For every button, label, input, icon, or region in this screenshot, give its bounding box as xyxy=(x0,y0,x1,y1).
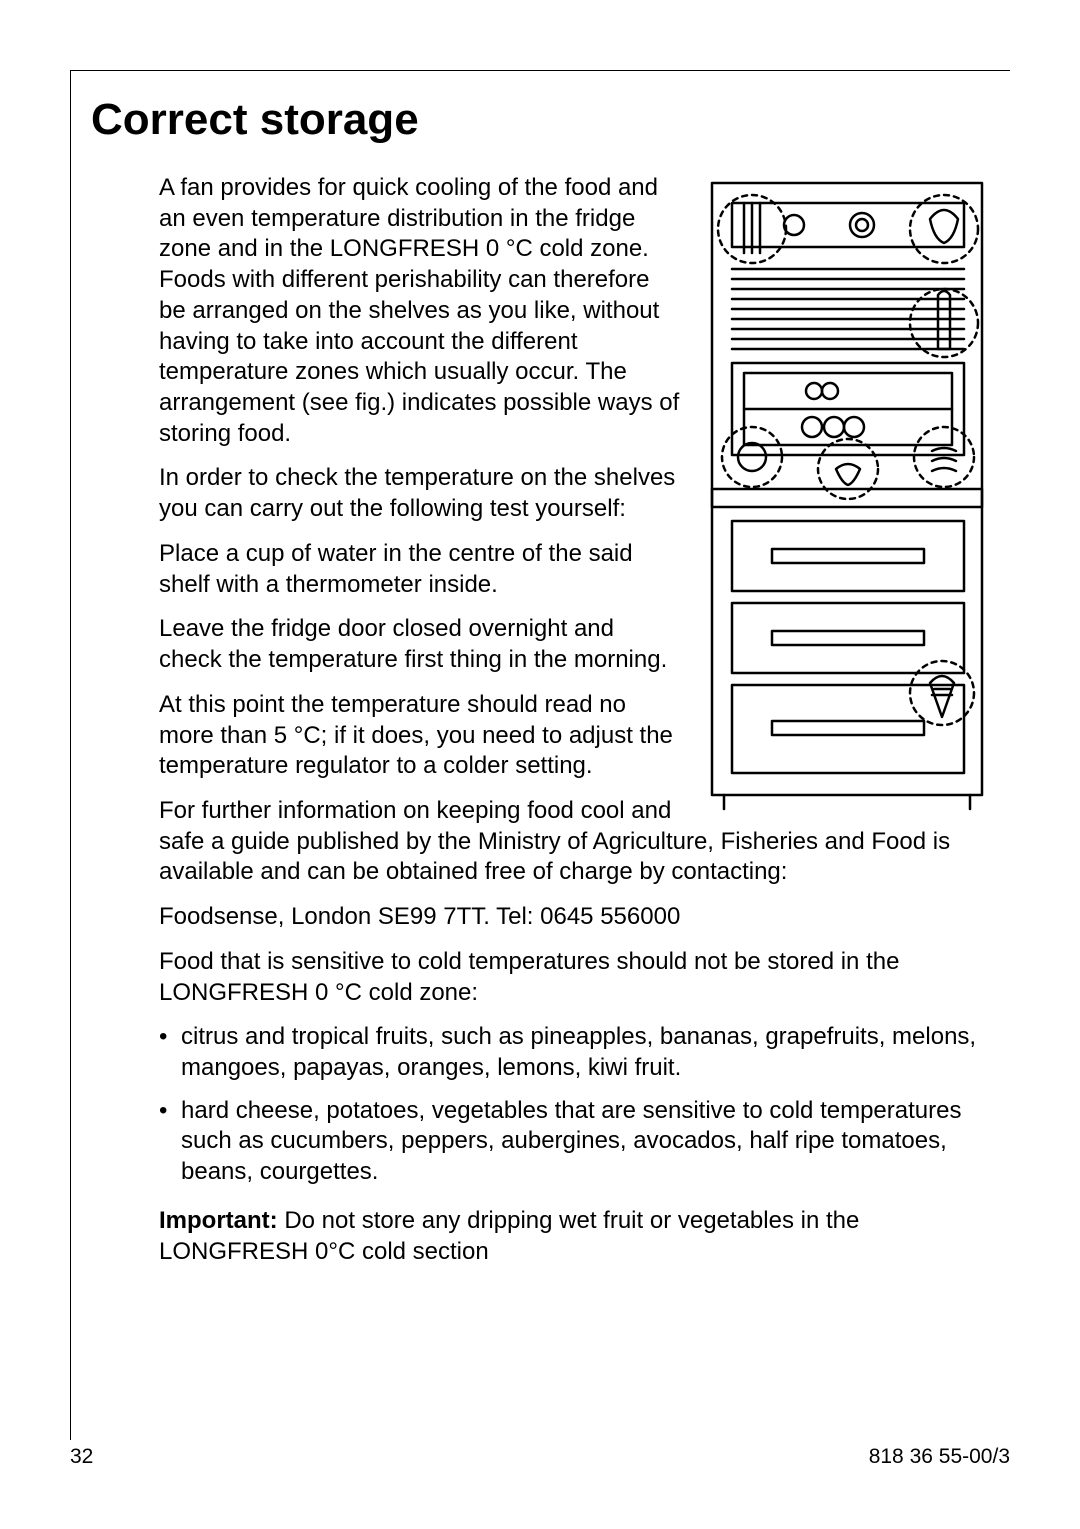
section-heading: Correct storage xyxy=(91,95,1010,145)
page-footer: 32 818 36 55-00/3 xyxy=(70,1445,1010,1469)
bullet-2: hard cheese, potatoes, vegetables that a… xyxy=(159,1096,1000,1188)
step-2: 2. Leave the fridge door closed overnigh… xyxy=(159,614,1000,675)
after-paragraph-2: Foodsense, London SE99 7TT. Tel: 0645 55… xyxy=(159,902,1000,933)
step-2-text: Leave the fridge door closed overnight a… xyxy=(159,615,667,673)
step-3: 3. At this point the temperature should … xyxy=(159,690,1000,782)
flow-wrap: A fan provides for quick cooling of the … xyxy=(159,173,1000,1267)
important-note: Important: Do not store any dripping wet… xyxy=(159,1206,1000,1267)
page-number: 32 xyxy=(70,1445,93,1469)
document-code: 818 36 55-00/3 xyxy=(869,1445,1010,1469)
important-label: Important: xyxy=(159,1207,278,1234)
bullet-1: citrus and tropical fruits, such as pine… xyxy=(159,1022,1000,1083)
after-paragraph-3: Food that is sensitive to cold temperatu… xyxy=(159,947,1000,1008)
step-1-text: Place a cup of water in the centre of th… xyxy=(159,540,633,598)
intro-p1-b: Foods with different perishability can t… xyxy=(159,266,679,447)
body-content: A fan provides for quick cooling of the … xyxy=(91,173,1010,1267)
step-1: ☞ 1. Place a cup of water in the centre … xyxy=(159,539,1000,600)
page: Correct storage xyxy=(0,0,1080,1529)
intro-p1-a: A fan provides for quick cooling of the … xyxy=(159,174,658,262)
content-frame: Correct storage xyxy=(70,70,1010,1440)
step-3-text: At this point the temperature should rea… xyxy=(159,691,673,779)
